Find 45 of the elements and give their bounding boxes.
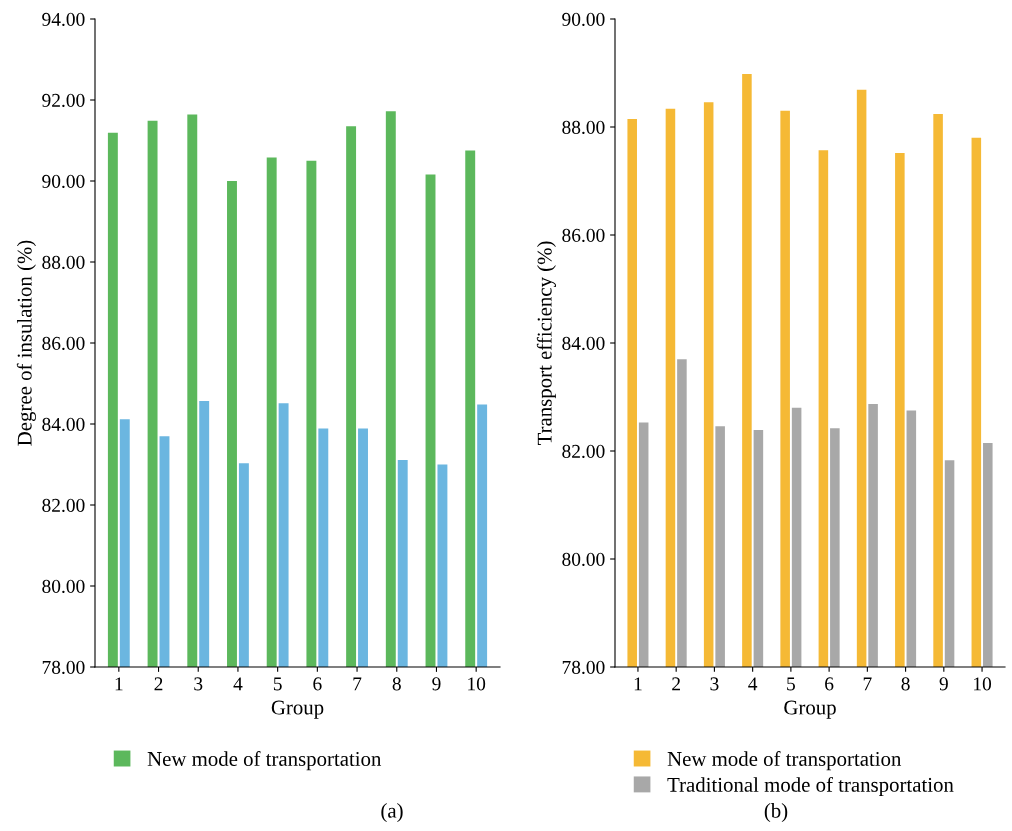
text: (b) [764,803,788,822]
y-tick-label: 84.00 [42,417,85,432]
y-tick-label: 86.00 [42,336,85,351]
x-tick-label: 5 [787,677,795,691]
y-tick-label: 90.00 [42,174,85,189]
x-tick-label: 9 [939,677,948,691]
y-tick-label: 88.00 [42,255,85,270]
x-tick-label: 1 [115,677,123,691]
y-tick-label: 82.00 [42,498,85,513]
y-tick-label: 82.00 [562,444,605,459]
x-tick-label: 3 [710,677,719,691]
y-tick-label: 84.00 [562,336,605,351]
y-axis-title: Degree of insulation (%) [16,240,36,446]
y-tick-label: 86.00 [562,228,605,243]
legend-label: New mode of transportation [147,751,382,771]
x-tick-label: 10 [468,677,486,691]
x-tick-label: 4 [748,677,758,691]
legend-label: New mode of transportation [667,751,902,771]
y-tick-label: 80.00 [42,579,85,594]
x-tick-label: 6 [313,677,322,691]
y-axis-title: Transport efficiency (%) [536,241,556,446]
y-tick-label: 88.00 [562,120,605,135]
text: (a) [381,803,403,822]
y-tick-label: 78.00 [562,660,605,675]
y-tick-label: 80.00 [562,552,605,567]
x-axis-title: Group [271,700,324,719]
x-tick-label: 7 [353,677,362,691]
x-tick-label: 10 [974,677,992,691]
x-tick-label: 8 [392,677,401,691]
x-tick-label: 5 [273,677,282,691]
x-tick-label: 2 [672,677,680,691]
x-axis-title: Group [784,700,836,719]
legend-label: Traditional mode of transportation [667,776,954,797]
x-tick-label: 9 [432,677,441,691]
y-tick-label: 92.00 [42,93,85,108]
x-tick-label: 2 [154,677,163,691]
x-tick-label: 4 [233,677,243,691]
x-tick-label: 3 [194,677,203,691]
x-tick-label: 8 [901,677,910,691]
x-tick-label: 6 [825,677,834,691]
y-tick-label: 90.00 [562,12,605,27]
y-tick-label: 78.00 [42,660,85,675]
y-tick-label: 94.00 [42,12,85,27]
x-tick-label: 7 [863,677,872,691]
x-tick-label: 1 [634,677,642,691]
